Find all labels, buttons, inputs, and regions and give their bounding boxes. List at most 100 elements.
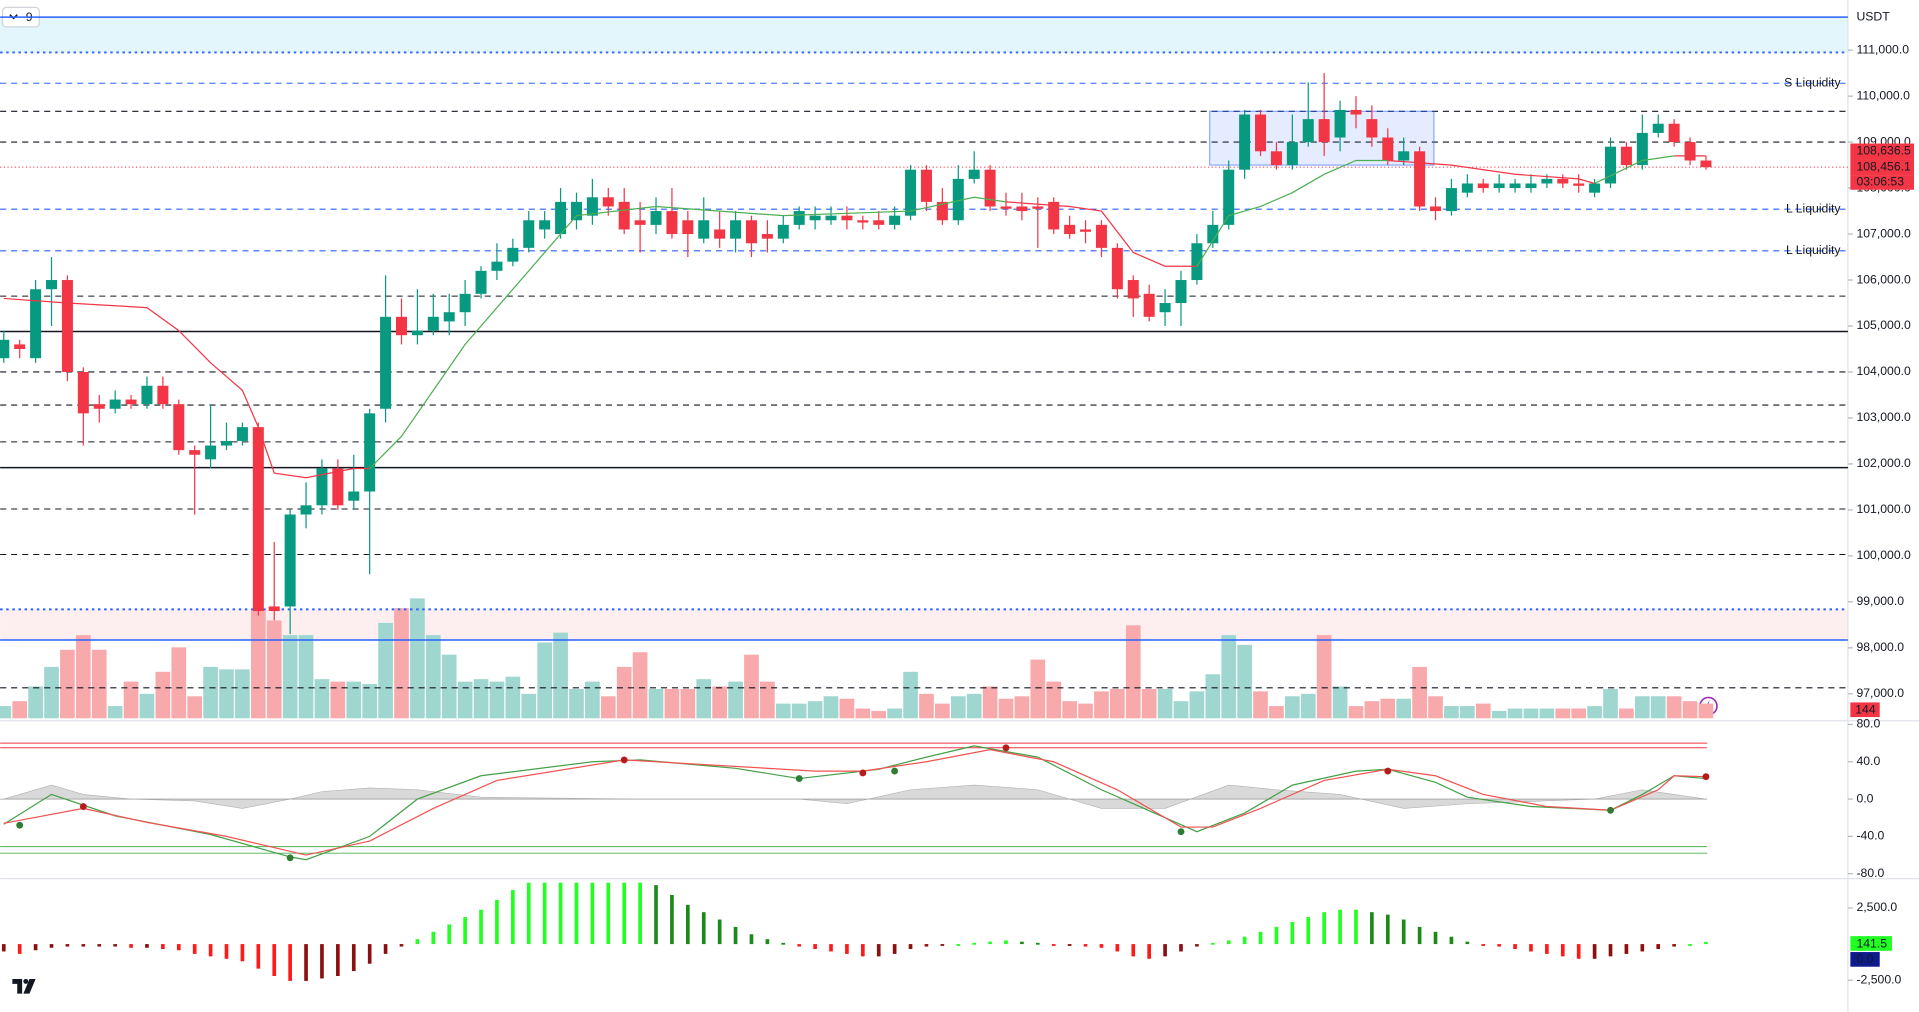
volume-bar (648, 688, 664, 719)
volume-bar (855, 708, 871, 719)
histogram-bar (654, 885, 658, 945)
oscillator-area (3, 784, 1707, 809)
candle-body (141, 385, 153, 405)
candle-body (1573, 183, 1585, 186)
candle-body (1414, 151, 1426, 207)
histogram-bar (256, 944, 261, 969)
candle-body (1398, 151, 1410, 161)
histogram-bar (749, 934, 754, 945)
candle-body (491, 261, 503, 271)
histogram-bar (65, 944, 70, 947)
histogram-bar (1704, 942, 1708, 945)
level-label: S Liquidity (1784, 75, 1841, 89)
candle-body (714, 229, 726, 239)
histogram-bar (336, 944, 340, 976)
histogram-bar (1576, 944, 1581, 959)
volume-bar (616, 666, 632, 719)
histogram-bar (845, 944, 849, 954)
volume-bar (935, 703, 950, 719)
volume-bar (1380, 698, 1396, 719)
histogram-bar (1242, 936, 1247, 945)
histogram-bar (17, 944, 22, 954)
candle-body (1270, 151, 1282, 166)
volume-bar (744, 654, 759, 719)
candle-body (1461, 183, 1473, 193)
volume-bar (1253, 691, 1268, 719)
candle-body (0, 339, 10, 359)
background-layer (0, 17, 1848, 641)
volume-bar (1046, 681, 1062, 719)
volume-bar (1364, 701, 1380, 719)
candle-body (1239, 114, 1251, 170)
volume-label-box (1850, 702, 1880, 718)
moving-average (3, 297, 370, 479)
histogram-bar (1481, 944, 1486, 946)
candle-body (602, 197, 614, 207)
volume-bar (537, 642, 553, 719)
volume-bar (1110, 688, 1125, 719)
y-tick-label: 98,000.0 (1856, 640, 1904, 654)
histogram-bar (1147, 944, 1152, 959)
volume-bar (1141, 688, 1157, 719)
candle-body (507, 247, 519, 262)
histogram-bar (924, 944, 929, 947)
y-tick-label: 106,000.0 (1856, 272, 1911, 286)
histogram-bar (113, 944, 117, 947)
candle-body (698, 220, 710, 239)
candle-body (205, 445, 217, 460)
candle-body (1700, 160, 1712, 168)
candle-body (475, 270, 487, 294)
candle-body (539, 220, 551, 230)
volume-bar (266, 620, 282, 719)
volume-bar (1316, 635, 1332, 719)
countdown-box (1850, 175, 1914, 190)
currency-label: USDT (1856, 9, 1890, 23)
histogram-bar (431, 931, 436, 945)
volume-bar (28, 686, 43, 719)
volume-bar (839, 698, 855, 719)
histogram-bar (272, 944, 277, 976)
candle-body (1048, 201, 1060, 230)
volume-bar (489, 681, 505, 719)
price-label-box (1850, 159, 1914, 176)
moving-average (1196, 159, 1388, 267)
candle-body (1350, 109, 1362, 115)
cross-signal (1002, 744, 1010, 752)
histogram-bar (1083, 944, 1088, 947)
histogram-bar (717, 919, 722, 945)
candle-body (1477, 183, 1489, 189)
histogram-bar (129, 944, 133, 948)
volume-bar (664, 688, 680, 719)
chevron-icon[interactable] (9, 14, 18, 20)
volume-bar (362, 684, 378, 719)
volume-bar (12, 701, 28, 719)
candle-body (93, 404, 105, 409)
volume-bar (0, 706, 12, 719)
candle-body (1032, 206, 1044, 209)
candle-body (936, 201, 948, 221)
volume-bar (1300, 693, 1316, 719)
candle-body (1430, 206, 1442, 212)
histogram-bar (686, 904, 690, 945)
candle-body (1318, 119, 1330, 143)
candle-body (905, 169, 917, 216)
volume-bar (1523, 708, 1539, 719)
candle-body (14, 344, 26, 349)
histogram-bar (208, 944, 213, 957)
histogram-bar (1640, 944, 1645, 952)
candle-body (125, 399, 137, 405)
candle-body (730, 220, 742, 239)
volume-bar (1571, 708, 1587, 719)
candle-body (841, 215, 853, 221)
volume-bar (203, 666, 218, 719)
y-tick-label: 99,000.0 (1856, 594, 1904, 608)
candle-body (555, 201, 567, 235)
histogram-bar (1115, 944, 1120, 952)
candle-body (46, 280, 58, 290)
volume-bar (1030, 659, 1046, 719)
histogram-bar (288, 944, 292, 981)
candle-body (1080, 229, 1092, 232)
cross-signal (286, 854, 294, 862)
histogram-bar (495, 899, 499, 945)
